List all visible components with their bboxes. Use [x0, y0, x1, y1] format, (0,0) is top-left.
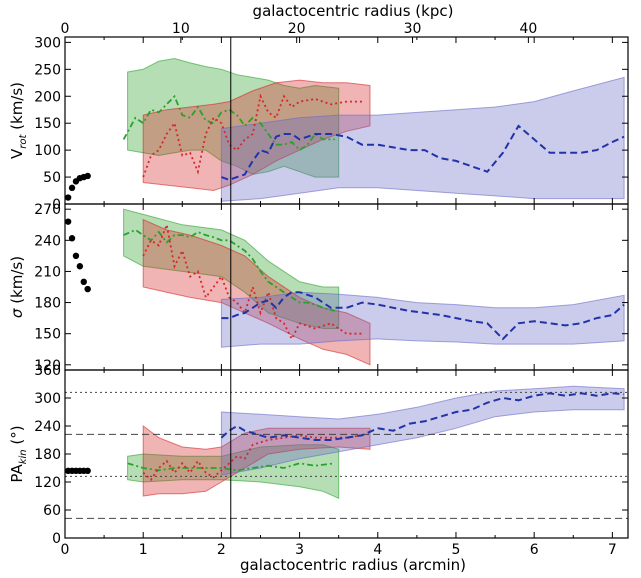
data-point	[64, 218, 72, 225]
uncertainty-band-1	[142, 79, 371, 192]
top-x-tick-label: 10	[172, 21, 190, 37]
uncertainty-band-1	[142, 425, 371, 497]
x-tick-label: 2	[217, 542, 226, 558]
x-tick-label: 5	[452, 542, 461, 558]
y-tick-label: 210	[34, 264, 61, 280]
top-x-tick-label: 0	[61, 21, 70, 37]
series-line-0	[127, 462, 335, 472]
y-tick-label: 60	[43, 503, 61, 519]
y-tick-label: 240	[34, 233, 61, 249]
series-line-1	[142, 221, 363, 341]
y-tick-label: 120	[34, 358, 61, 374]
y-tick-label: 360	[34, 363, 61, 379]
y-tick-label: 150	[34, 327, 61, 343]
y-tick-label: 200	[34, 89, 61, 105]
data-point	[84, 172, 91, 180]
x-tick-label: 1	[139, 542, 148, 558]
y-tick-label: 180	[34, 447, 61, 463]
data-point	[84, 285, 91, 293]
series-line-0	[122, 94, 335, 152]
panel-top: 0 50 100 150 200 250 300 Vrot (km/s) 0 10 20 30 40	[8, 21, 629, 213]
x-tick-label: 3	[295, 542, 304, 558]
top-x-tick-label: 30	[404, 21, 422, 37]
x-tick-label: 6	[530, 542, 539, 558]
x-tick-label: 0	[61, 542, 70, 558]
uncertainty-band-2	[220, 291, 625, 348]
y-axis-label: Vrot (km/s)	[8, 82, 29, 159]
top-x-tick-label: 40	[519, 21, 537, 37]
y-axis-label: PAkin (°)	[8, 425, 29, 482]
uncertainty-band-2	[220, 385, 625, 476]
y-tick-label: 100	[34, 143, 61, 159]
panel-bottom: 0 60 120 180 240 300 360 PAkin (°) 0 1 2 3 4 5 6 7	[8, 363, 629, 558]
y-tick-label: 180	[34, 296, 61, 312]
y-tick-label: 150	[34, 116, 61, 132]
y-tick-label: 0	[52, 197, 61, 213]
uncertainty-band-1	[142, 218, 371, 366]
y-tick-label: 250	[34, 62, 61, 78]
panel-middle: 120 150 180 210 240 270 σ (km/s)	[8, 202, 629, 374]
data-point	[64, 194, 72, 201]
data-point	[76, 263, 84, 270]
data-point	[80, 278, 87, 286]
series-line-2	[221, 291, 625, 341]
y-tick-label: 120	[34, 475, 61, 491]
bottom-x-axis-label: galactocentric radius (arcmin)	[240, 556, 466, 574]
series-line-1	[142, 434, 363, 482]
series-line-2	[220, 392, 625, 441]
top-x-axis-label: galactocentric radius (kpc)	[253, 2, 454, 20]
y-tick-label: 240	[34, 419, 61, 435]
y-tick-label: 300	[34, 391, 61, 407]
y-tick-label: 300	[34, 35, 61, 51]
series-line-0	[123, 228, 336, 312]
series-line-2	[221, 124, 625, 181]
y-tick-label: 50	[43, 170, 61, 186]
uncertainty-band-0	[127, 444, 340, 500]
data-point	[68, 184, 76, 192]
y-tick-label: 0	[52, 531, 61, 547]
uncertainty-band-0	[127, 57, 340, 178]
y-axis-label: σ (km/s)	[8, 256, 26, 318]
data-point	[84, 467, 91, 474]
uncertainty-band-2	[220, 76, 625, 202]
data-point	[72, 252, 80, 260]
top-x-tick-label: 20	[288, 21, 306, 37]
y-tick-label: 270	[34, 202, 61, 218]
x-tick-label: 7	[608, 542, 617, 558]
x-tick-label: 4	[373, 542, 382, 558]
